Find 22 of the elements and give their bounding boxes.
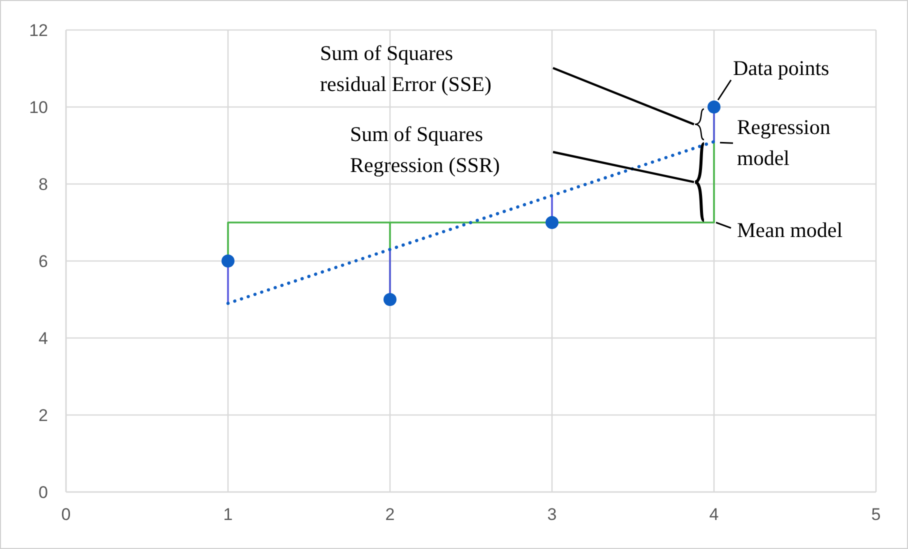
- y-tick-label: 12: [29, 20, 48, 40]
- point: [384, 293, 396, 306]
- y-tick-label: 10: [29, 98, 48, 117]
- y-tick-label: 2: [38, 406, 48, 425]
- x-tick-label: 1: [223, 505, 233, 524]
- x-tick-label: 0: [61, 505, 71, 524]
- x-tick-label: 3: [547, 505, 557, 524]
- y-tick-label: 8: [38, 174, 48, 194]
- y-tick-label: 6: [38, 252, 48, 271]
- annotation: Regression model: [737, 115, 831, 170]
- x-tick-label: 4: [709, 505, 719, 524]
- x-tick-label: 5: [871, 505, 881, 524]
- annotation: Data points: [733, 56, 830, 80]
- x-tick-label: 2: [385, 505, 395, 524]
- point: [546, 216, 558, 229]
- y-tick-label: 4: [38, 328, 48, 348]
- annotation: Sum of Squares Regression (SSR): [350, 122, 500, 177]
- y-tick-label: 0: [38, 482, 48, 502]
- annotation: Mean model: [737, 218, 843, 242]
- annotation: Sum of Squares residual Error (SSE): [320, 41, 492, 96]
- point: [708, 100, 720, 114]
- point: [222, 254, 234, 268]
